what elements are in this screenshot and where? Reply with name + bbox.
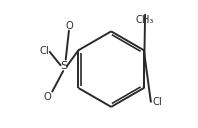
Text: Cl: Cl (39, 46, 49, 56)
Text: Cl: Cl (152, 97, 162, 107)
Text: O: O (65, 21, 73, 31)
Text: CH₃: CH₃ (136, 15, 154, 25)
Text: S: S (60, 61, 68, 71)
Text: O: O (43, 92, 51, 102)
